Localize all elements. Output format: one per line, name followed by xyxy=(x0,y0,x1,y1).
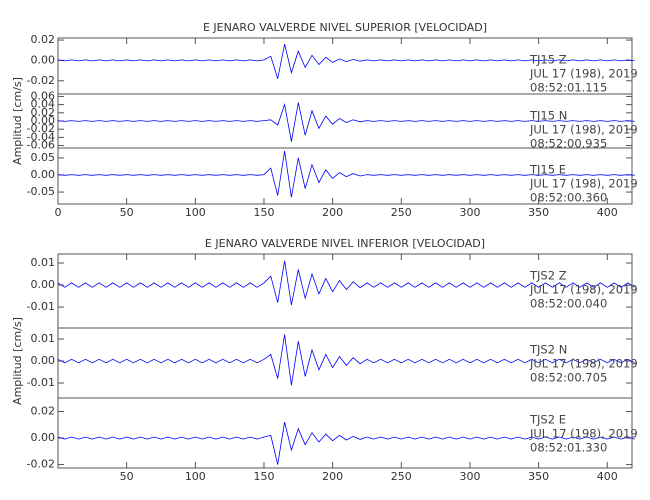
trace-annotation: TJ15 N xyxy=(529,109,567,123)
chart-title: E JENARO VALVERDE NIVEL INFERIOR [VELOCI… xyxy=(205,237,485,250)
y-tick-label: 0.02 xyxy=(31,33,56,46)
x-tick-label: 200 xyxy=(322,206,343,219)
waveform xyxy=(57,102,635,142)
trace-annotation: 08:52:00.360 xyxy=(530,191,607,205)
y-tick-label: -0.05 xyxy=(27,185,55,198)
waveform xyxy=(57,260,635,305)
y-tick-label: 0.06 xyxy=(31,89,56,102)
y-tick-label: 0.05 xyxy=(31,151,56,164)
y-tick-label: 0.00 xyxy=(31,354,56,367)
trace-annotation: TJS2 E xyxy=(529,413,566,427)
trace-annotation: TJ15 E xyxy=(529,163,566,177)
x-tick-label: 50 xyxy=(120,206,134,219)
panel-frame xyxy=(57,147,633,205)
y-tick-label: 0.02 xyxy=(31,405,56,418)
y-tick-label: 0.01 xyxy=(31,332,56,345)
trace-annotation: 08:52:00.935 xyxy=(530,137,607,151)
waveform xyxy=(57,151,635,198)
y-tick-label: 0.00 xyxy=(31,114,56,127)
trace-annotation: JUL 17 (198), 2019 xyxy=(529,177,638,191)
x-tick-label: 400 xyxy=(597,470,618,483)
trace-annotation: TJS2 Z xyxy=(529,269,567,283)
y-tick-label: 0.00 xyxy=(31,431,56,444)
trace-annotation: 08:52:01.115 xyxy=(530,81,607,95)
y-tick-label: -0.02 xyxy=(27,458,55,471)
trace-annotation: JUL 17 (198), 2019 xyxy=(529,283,638,297)
chart-title: E JENARO VALVERDE NIVEL SUPERIOR [VELOCI… xyxy=(203,21,487,34)
trace-annotation: JUL 17 (198), 2019 xyxy=(529,123,638,137)
y-tick-label: 0.00 xyxy=(31,53,56,66)
waveform xyxy=(57,334,635,386)
x-tick-label: 100 xyxy=(185,470,206,483)
x-tick-label: 50 xyxy=(120,470,134,483)
trace-annotation: JUL 17 (198), 2019 xyxy=(529,357,638,371)
x-tick-label: 300 xyxy=(459,470,480,483)
waveform xyxy=(57,44,635,79)
y-tick-label: -0.02 xyxy=(27,122,55,135)
y-axis-label: Amplitud [cm/s] xyxy=(11,317,24,405)
y-tick-label: 0.00 xyxy=(31,168,56,181)
x-tick-label: 100 xyxy=(185,206,206,219)
y-tick-label: -0.06 xyxy=(27,139,55,152)
x-tick-label: 250 xyxy=(391,470,412,483)
x-tick-label: 350 xyxy=(528,206,549,219)
trace-annotation: 08:52:00.705 xyxy=(530,371,607,385)
trace-annotation: 08:52:00.040 xyxy=(530,297,607,311)
trace-annotation: TJ15 Z xyxy=(529,53,567,67)
y-tick-label: 0.04 xyxy=(31,98,56,111)
trace-annotation: 08:52:01.330 xyxy=(530,441,607,455)
y-tick-label: 0.00 xyxy=(31,278,56,291)
x-tick-label: 350 xyxy=(528,470,549,483)
y-tick-label: 0.01 xyxy=(31,256,56,269)
y-tick-label: 0.02 xyxy=(31,106,56,119)
trace-annotation: JUL 17 (198), 2019 xyxy=(529,67,638,81)
x-tick-label: 200 xyxy=(322,470,343,483)
y-tick-label: -0.02 xyxy=(27,74,55,87)
x-tick-label: 250 xyxy=(391,206,412,219)
x-tick-label: 400 xyxy=(597,206,618,219)
x-tick-label: 300 xyxy=(459,206,480,219)
y-tick-label: -0.01 xyxy=(27,376,55,389)
panel-frame xyxy=(57,397,633,469)
x-tick-label: 150 xyxy=(253,206,274,219)
trace-annotation: JUL 17 (198), 2019 xyxy=(529,427,638,441)
x-tick-label: 150 xyxy=(253,470,274,483)
waveform xyxy=(57,422,635,465)
y-axis-label: Amplitud [cm/s] xyxy=(11,77,24,165)
y-tick-label: -0.01 xyxy=(27,300,55,313)
x-tick-label: 0 xyxy=(55,206,62,219)
trace-annotation: TJS2 N xyxy=(529,343,567,357)
y-tick-label: -0.04 xyxy=(27,130,55,143)
